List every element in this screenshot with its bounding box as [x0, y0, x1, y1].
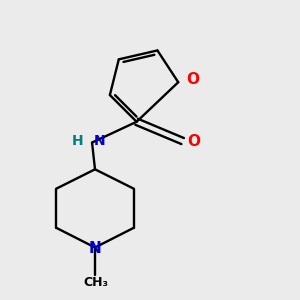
Text: H: H	[71, 134, 83, 148]
Text: CH₃: CH₃	[83, 276, 108, 290]
Text: O: O	[188, 134, 200, 148]
Text: N: N	[94, 134, 105, 148]
Text: O: O	[186, 72, 199, 87]
Text: N: N	[88, 242, 101, 256]
